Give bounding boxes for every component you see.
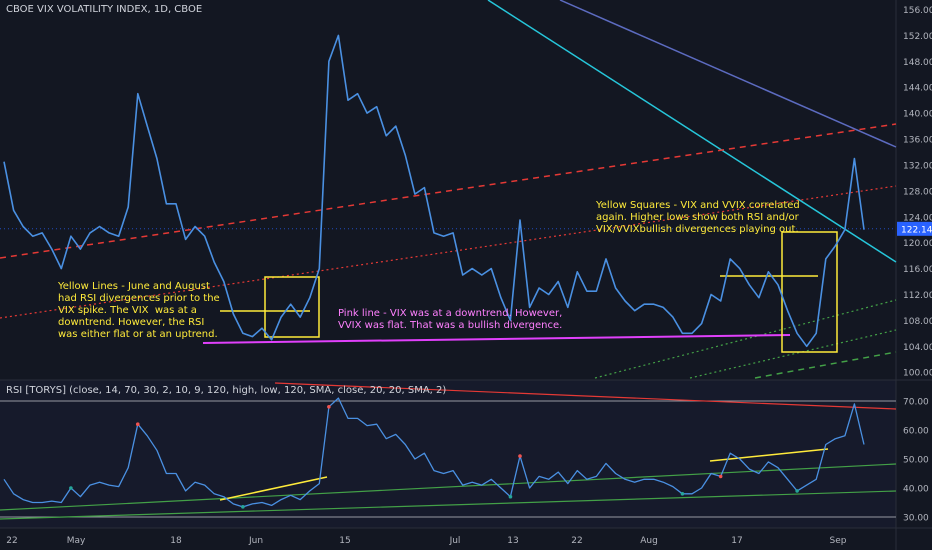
rsi-y-tick-label: 30.00	[903, 514, 929, 524]
y-tick-label: 132.00	[903, 161, 932, 171]
rsi-low-marker	[680, 492, 685, 496]
y-tick-label: 100.00	[903, 369, 932, 379]
x-tick-label: 22	[6, 536, 17, 546]
vvix-series-line	[3, 34, 865, 348]
rsi-yellow-line-august	[709, 448, 829, 462]
y-tick-label: 152.00	[903, 32, 932, 42]
rsi-high-marker	[718, 474, 723, 479]
x-tick-label: May	[67, 536, 86, 546]
y-tick-label: 128.00	[903, 187, 932, 197]
x-tick-label: 15	[339, 536, 350, 546]
rsi-panel-bg	[0, 380, 896, 528]
y-tick-label: 112.00	[903, 291, 932, 301]
x-tick-label: Jun	[248, 536, 263, 546]
rsi-title: RSI [TORYS] (close, 14, 70, 30, 2, 10, 9…	[6, 385, 447, 396]
rsi-drawings	[0, 382, 897, 520]
x-tick-label: Sep	[830, 536, 847, 546]
cyan-trendline	[487, 0, 897, 263]
green-dotted-line-2	[689, 329, 897, 379]
rsi-low-marker	[69, 486, 73, 490]
green-dotted-line-1	[594, 299, 897, 379]
rsi-y-tick-label: 40.00	[903, 485, 929, 495]
rsi-low-marker	[795, 489, 799, 493]
rsi-y-tick-label: 60.00	[903, 427, 929, 437]
yellow-lines-note: Yellow Lines - June and August had RSI d…	[58, 281, 220, 340]
y-tick-label: 156.00	[903, 6, 932, 16]
rsi-y-tick-label: 70.00	[903, 398, 929, 408]
rsi-green-line-upper	[0, 463, 897, 511]
rsi-high-marker	[327, 405, 331, 409]
last-price-label: 122.14	[901, 225, 932, 235]
x-tick-label: Jul	[449, 536, 461, 546]
x-tick-label: 17	[731, 536, 742, 546]
x-tick-label: 18	[170, 536, 182, 546]
y-tick-label: 140.00	[903, 110, 932, 120]
pink-line-note: Pink line - VIX was at a downtrend. Howe…	[338, 308, 563, 331]
rsi-green-line-lower	[0, 490, 897, 520]
red-dashed-line-upper	[0, 123, 897, 259]
yellow-square-june	[264, 276, 320, 338]
y-tick-label: 120.00	[903, 239, 932, 249]
y-tick-label: 124.00	[903, 213, 932, 223]
rsi-y-tick-label: 50.00	[903, 456, 929, 466]
yellow-square-august	[781, 231, 838, 353]
y-tick-label: 108.00	[903, 317, 932, 327]
rsi-low-marker	[508, 494, 513, 499]
rsi-low-marker	[241, 505, 245, 509]
rsi-yellow-line-june	[219, 476, 328, 501]
y-tick-label: 116.00	[903, 265, 932, 275]
x-tick-label: 13	[507, 536, 518, 546]
rsi-high-marker	[135, 422, 140, 427]
yellow-squares-note: Yellow Squares - VIX and VVIX correlated…	[596, 200, 800, 235]
y-tick-label: 148.00	[903, 58, 932, 68]
x-tick-label: Aug	[640, 536, 658, 546]
green-dashed-line	[754, 351, 897, 379]
drawings	[0, 0, 897, 379]
y-tick-label: 104.00	[903, 343, 932, 353]
red-dotted-line	[0, 185, 897, 319]
pink-line	[202, 334, 791, 344]
rsi-red-trendline	[274, 382, 897, 410]
chart-title: CBOE VIX VOLATILITY INDEX, 1D, CBOE	[6, 4, 203, 15]
x-tick-label: 22	[571, 536, 582, 546]
last-price-tag	[897, 221, 932, 236]
blue-trendline	[559, 0, 897, 148]
y-tick-label: 136.00	[903, 136, 932, 146]
rsi-high-marker	[518, 454, 522, 458]
y-tick-label: 144.00	[903, 84, 932, 94]
